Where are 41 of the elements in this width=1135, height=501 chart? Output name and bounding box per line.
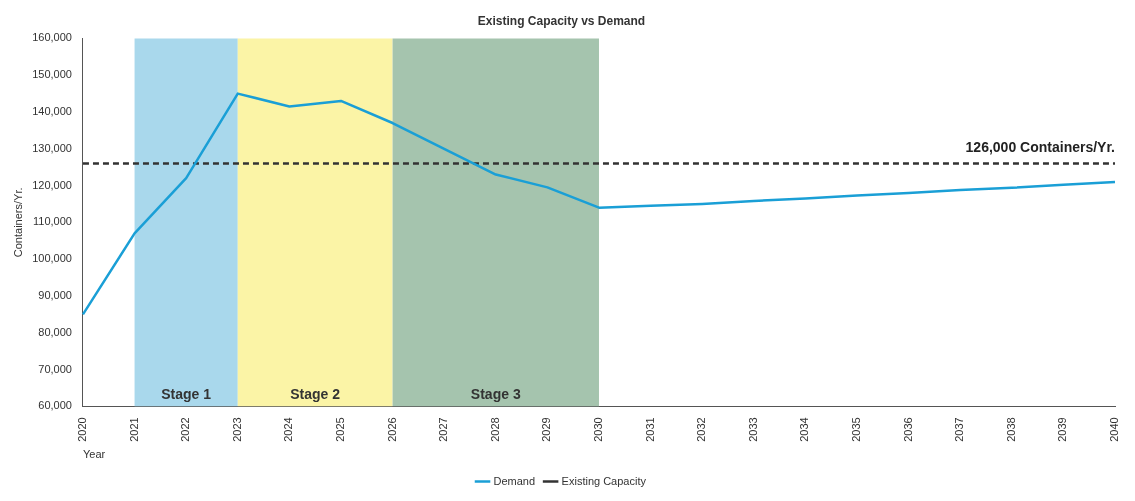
x-tick-label: 2039 <box>1056 417 1069 442</box>
band-label: Stage 2 <box>290 386 341 403</box>
x-tick-label: 2033 <box>746 417 759 442</box>
x-tick-label: 2022 <box>179 417 192 442</box>
chart-title: Existing Capacity vs Demand <box>477 13 646 28</box>
y-tick-label: 130,000 <box>32 141 72 154</box>
y-tick-label: 160,000 <box>32 31 72 44</box>
y-tick-label: 120,000 <box>32 178 72 191</box>
x-tick-label: 2030 <box>592 417 605 442</box>
legend-label: Demand <box>493 474 536 487</box>
x-tick-label: 2026 <box>385 417 398 442</box>
y-tick-label: 60,000 <box>38 399 72 412</box>
x-tick-label: 2028 <box>488 417 501 442</box>
x-tick-label: 2031 <box>643 417 656 442</box>
annotation: 126,000 Containers/Yr. <box>965 139 1115 156</box>
x-tick-label: 2032 <box>695 417 708 442</box>
y-tick-label: 140,000 <box>32 105 72 118</box>
y-axis-title: Containers/Yr. <box>11 187 24 258</box>
y-tick-label: 70,000 <box>38 362 72 375</box>
band-label: Stage 3 <box>470 386 521 403</box>
x-tick-label: 2023 <box>230 417 243 442</box>
x-axis-title: Year <box>82 448 106 461</box>
x-tick-label: 2027 <box>437 417 450 442</box>
x-tick-label: 2021 <box>127 417 140 442</box>
x-tick-label: 2035 <box>850 417 863 442</box>
y-tick-label: 110,000 <box>33 215 72 228</box>
legend-label: Existing Capacity <box>561 474 647 487</box>
y-tick-label: 80,000 <box>38 325 72 338</box>
x-tick-label: 2020 <box>75 417 88 442</box>
x-tick-label: 2024 <box>282 417 295 442</box>
y-tick-label: 100,000 <box>32 252 72 265</box>
x-tick-label: 2029 <box>540 417 553 442</box>
x-tick-label: 2025 <box>334 417 346 442</box>
x-tick-label: 2034 <box>798 417 811 442</box>
x-tick-label: 2040 <box>1108 417 1121 442</box>
x-tick-label: 2037 <box>953 417 966 442</box>
band-label: Stage 1 <box>161 386 212 403</box>
y-tick-label: 90,000 <box>38 288 72 301</box>
y-tick-label: 150,000 <box>32 68 72 81</box>
x-tick-label: 2038 <box>1004 417 1017 442</box>
x-tick-label: 2036 <box>901 417 914 442</box>
